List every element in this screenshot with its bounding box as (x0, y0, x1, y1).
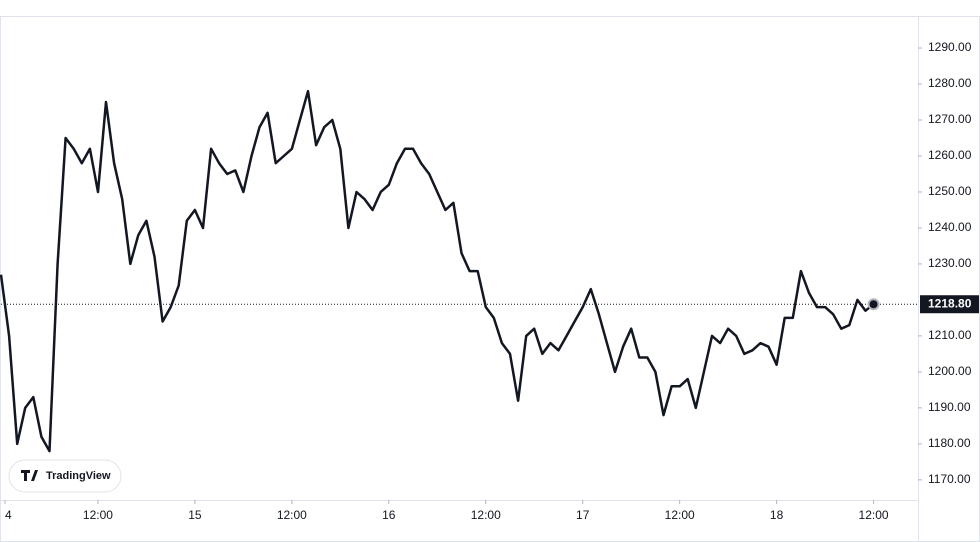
logo-icon (21, 470, 38, 481)
x-tick-label: 18 (770, 508, 784, 522)
y-tick-label: 1290.00 (928, 40, 972, 54)
x-tick-label: 12:00 (859, 508, 889, 522)
y-tick-label: 1240.00 (928, 220, 972, 234)
price-line (0, 89, 875, 453)
x-tick-label: 12:00 (471, 508, 501, 522)
y-tick-label: 1270.00 (928, 112, 972, 126)
last-point (867, 298, 880, 311)
y-tick-label: 1230.00 (928, 256, 972, 270)
y-tick-label: 1210.00 (928, 328, 972, 342)
last-price-label: 1218.80 (928, 296, 972, 310)
y-tick-label: 1250.00 (928, 184, 972, 198)
y-tick-label: 1260.00 (928, 148, 972, 162)
watermark-box[interactable] (8, 459, 122, 493)
x-tick-label: 12:00 (665, 508, 695, 522)
x-tick-label: 12:00 (83, 508, 113, 522)
x-tick-label: 16 (382, 508, 396, 522)
x-tick-label: 15 (188, 508, 202, 522)
y-tick-label: 1200.00 (928, 364, 972, 378)
frame (0, 16, 980, 542)
y-tick-label: 1280.00 (928, 76, 972, 90)
y-tick-label: 1170.00 (928, 472, 971, 486)
x-tick-label: 4 (5, 508, 12, 522)
last-price-box (920, 295, 979, 314)
x-tick-label: 17 (576, 508, 590, 522)
watermark-text: TradingView (46, 470, 111, 482)
y-tick-label: 1180.00 (928, 436, 971, 450)
x-tick-label: 12:00 (277, 508, 307, 522)
y-tick-label: 1190.00 (928, 400, 971, 414)
